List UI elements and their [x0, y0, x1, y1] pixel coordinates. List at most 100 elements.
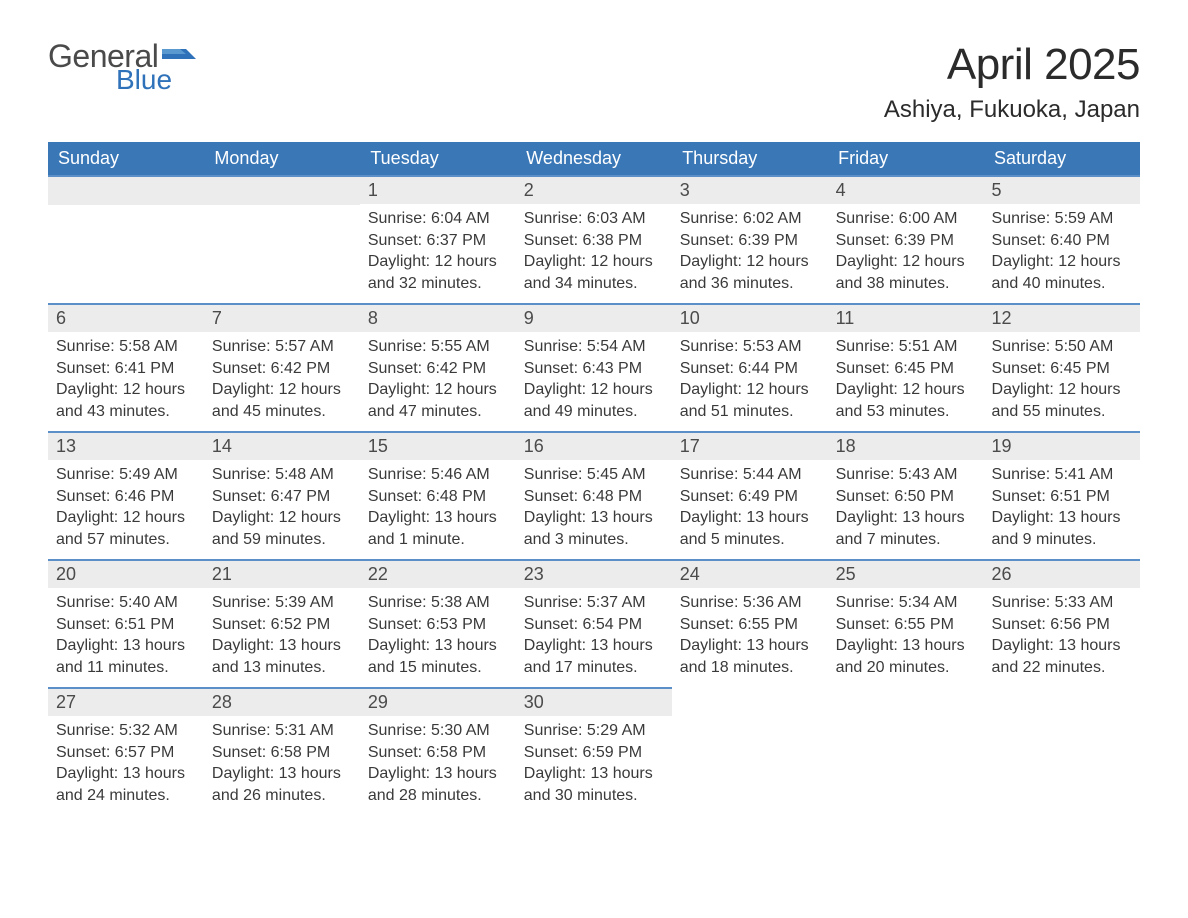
- page-header: General Blue April 2025 Ashiya, Fukuoka,…: [48, 40, 1140, 124]
- day-details: Sunrise: 5:38 AMSunset: 6:53 PMDaylight:…: [360, 588, 516, 682]
- calendar-day-cell: 6Sunrise: 5:58 AMSunset: 6:41 PMDaylight…: [48, 304, 204, 432]
- daylight-line-1: Daylight: 12 hours: [836, 251, 976, 273]
- day-number: 29: [360, 689, 516, 716]
- daylight-line-1: Daylight: 12 hours: [836, 379, 976, 401]
- day-details: Sunrise: 5:34 AMSunset: 6:55 PMDaylight:…: [828, 588, 984, 682]
- sunrise-line: Sunrise: 5:31 AM: [212, 720, 352, 742]
- daylight-line-1: Daylight: 12 hours: [212, 507, 352, 529]
- calendar-day-cell: 14Sunrise: 5:48 AMSunset: 6:47 PMDayligh…: [204, 432, 360, 560]
- daylight-line-2: and 40 minutes.: [992, 273, 1132, 295]
- daylight-line-2: and 38 minutes.: [836, 273, 976, 295]
- day-details: Sunrise: 5:44 AMSunset: 6:49 PMDaylight:…: [672, 460, 828, 554]
- sunset-line: Sunset: 6:39 PM: [836, 230, 976, 252]
- day-number: 6: [48, 305, 204, 332]
- sunrise-line: Sunrise: 5:58 AM: [56, 336, 196, 358]
- day-details: Sunrise: 5:46 AMSunset: 6:48 PMDaylight:…: [360, 460, 516, 554]
- weekday-header: Saturday: [984, 142, 1140, 176]
- daylight-line-2: and 47 minutes.: [368, 401, 508, 423]
- day-number: 21: [204, 561, 360, 588]
- sunset-line: Sunset: 6:49 PM: [680, 486, 820, 508]
- daylight-line-1: Daylight: 13 hours: [212, 763, 352, 785]
- daylight-line-2: and 32 minutes.: [368, 273, 508, 295]
- daylight-line-1: Daylight: 13 hours: [56, 635, 196, 657]
- sunset-line: Sunset: 6:47 PM: [212, 486, 352, 508]
- sunrise-line: Sunrise: 5:29 AM: [524, 720, 664, 742]
- sunrise-line: Sunrise: 5:34 AM: [836, 592, 976, 614]
- calendar-day-cell: 28Sunrise: 5:31 AMSunset: 6:58 PMDayligh…: [204, 688, 360, 816]
- calendar-day-cell: 18Sunrise: 5:43 AMSunset: 6:50 PMDayligh…: [828, 432, 984, 560]
- daylight-line-2: and 20 minutes.: [836, 657, 976, 679]
- daylight-line-2: and 7 minutes.: [836, 529, 976, 551]
- sunrise-line: Sunrise: 5:59 AM: [992, 208, 1132, 230]
- sunset-line: Sunset: 6:50 PM: [836, 486, 976, 508]
- calendar-day-cell: 20Sunrise: 5:40 AMSunset: 6:51 PMDayligh…: [48, 560, 204, 688]
- daylight-line-1: Daylight: 12 hours: [992, 379, 1132, 401]
- day-number: 13: [48, 433, 204, 460]
- sunrise-line: Sunrise: 5:41 AM: [992, 464, 1132, 486]
- daylight-line-1: Daylight: 13 hours: [680, 635, 820, 657]
- sunset-line: Sunset: 6:57 PM: [56, 742, 196, 764]
- calendar-day-cell: [672, 688, 828, 816]
- day-details: Sunrise: 6:00 AMSunset: 6:39 PMDaylight:…: [828, 204, 984, 298]
- daylight-line-2: and 22 minutes.: [992, 657, 1132, 679]
- calendar-week-row: 20Sunrise: 5:40 AMSunset: 6:51 PMDayligh…: [48, 560, 1140, 688]
- daylight-line-1: Daylight: 13 hours: [56, 763, 196, 785]
- title-block: April 2025 Ashiya, Fukuoka, Japan: [884, 40, 1140, 124]
- daylight-line-1: Daylight: 13 hours: [524, 507, 664, 529]
- sunrise-line: Sunrise: 5:36 AM: [680, 592, 820, 614]
- day-number: 2: [516, 177, 672, 204]
- day-details: Sunrise: 5:39 AMSunset: 6:52 PMDaylight:…: [204, 588, 360, 682]
- day-details: Sunrise: 5:37 AMSunset: 6:54 PMDaylight:…: [516, 588, 672, 682]
- day-number: 4: [828, 177, 984, 204]
- sunset-line: Sunset: 6:55 PM: [680, 614, 820, 636]
- daylight-line-2: and 34 minutes.: [524, 273, 664, 295]
- day-details: Sunrise: 5:43 AMSunset: 6:50 PMDaylight:…: [828, 460, 984, 554]
- daylight-line-2: and 1 minute.: [368, 529, 508, 551]
- day-number: 24: [672, 561, 828, 588]
- calendar-day-cell: 27Sunrise: 5:32 AMSunset: 6:57 PMDayligh…: [48, 688, 204, 816]
- sunset-line: Sunset: 6:59 PM: [524, 742, 664, 764]
- day-number: 16: [516, 433, 672, 460]
- sunset-line: Sunset: 6:42 PM: [368, 358, 508, 380]
- day-number: 25: [828, 561, 984, 588]
- calendar-day-cell: 19Sunrise: 5:41 AMSunset: 6:51 PMDayligh…: [984, 432, 1140, 560]
- calendar-day-cell: 12Sunrise: 5:50 AMSunset: 6:45 PMDayligh…: [984, 304, 1140, 432]
- calendar-day-cell: 2Sunrise: 6:03 AMSunset: 6:38 PMDaylight…: [516, 176, 672, 304]
- day-number: 1: [360, 177, 516, 204]
- sunset-line: Sunset: 6:52 PM: [212, 614, 352, 636]
- day-details: Sunrise: 5:36 AMSunset: 6:55 PMDaylight:…: [672, 588, 828, 682]
- sunset-line: Sunset: 6:51 PM: [56, 614, 196, 636]
- sunset-line: Sunset: 6:40 PM: [992, 230, 1132, 252]
- weekday-header: Tuesday: [360, 142, 516, 176]
- sunset-line: Sunset: 6:42 PM: [212, 358, 352, 380]
- daylight-line-2: and 9 minutes.: [992, 529, 1132, 551]
- day-details: Sunrise: 5:32 AMSunset: 6:57 PMDaylight:…: [48, 716, 204, 810]
- sunrise-line: Sunrise: 5:33 AM: [992, 592, 1132, 614]
- day-details: Sunrise: 5:40 AMSunset: 6:51 PMDaylight:…: [48, 588, 204, 682]
- day-number: 8: [360, 305, 516, 332]
- sunrise-line: Sunrise: 5:37 AM: [524, 592, 664, 614]
- sunrise-line: Sunrise: 6:03 AM: [524, 208, 664, 230]
- calendar-week-row: 13Sunrise: 5:49 AMSunset: 6:46 PMDayligh…: [48, 432, 1140, 560]
- day-details: Sunrise: 5:58 AMSunset: 6:41 PMDaylight:…: [48, 332, 204, 426]
- calendar-day-cell: 23Sunrise: 5:37 AMSunset: 6:54 PMDayligh…: [516, 560, 672, 688]
- daylight-line-1: Daylight: 12 hours: [680, 251, 820, 273]
- calendar-day-cell: 13Sunrise: 5:49 AMSunset: 6:46 PMDayligh…: [48, 432, 204, 560]
- day-details: Sunrise: 5:59 AMSunset: 6:40 PMDaylight:…: [984, 204, 1140, 298]
- daylight-line-2: and 53 minutes.: [836, 401, 976, 423]
- calendar-day-cell: 4Sunrise: 6:00 AMSunset: 6:39 PMDaylight…: [828, 176, 984, 304]
- daylight-line-1: Daylight: 13 hours: [836, 635, 976, 657]
- weekday-header: Wednesday: [516, 142, 672, 176]
- calendar-day-cell: 10Sunrise: 5:53 AMSunset: 6:44 PMDayligh…: [672, 304, 828, 432]
- day-number: 17: [672, 433, 828, 460]
- sunrise-line: Sunrise: 5:50 AM: [992, 336, 1132, 358]
- daylight-line-2: and 43 minutes.: [56, 401, 196, 423]
- sunrise-line: Sunrise: 5:44 AM: [680, 464, 820, 486]
- calendar-week-row: 27Sunrise: 5:32 AMSunset: 6:57 PMDayligh…: [48, 688, 1140, 816]
- sunset-line: Sunset: 6:58 PM: [368, 742, 508, 764]
- sunset-line: Sunset: 6:45 PM: [992, 358, 1132, 380]
- calendar-day-cell: 24Sunrise: 5:36 AMSunset: 6:55 PMDayligh…: [672, 560, 828, 688]
- daylight-line-2: and 55 minutes.: [992, 401, 1132, 423]
- day-details: Sunrise: 5:41 AMSunset: 6:51 PMDaylight:…: [984, 460, 1140, 554]
- day-details: Sunrise: 5:45 AMSunset: 6:48 PMDaylight:…: [516, 460, 672, 554]
